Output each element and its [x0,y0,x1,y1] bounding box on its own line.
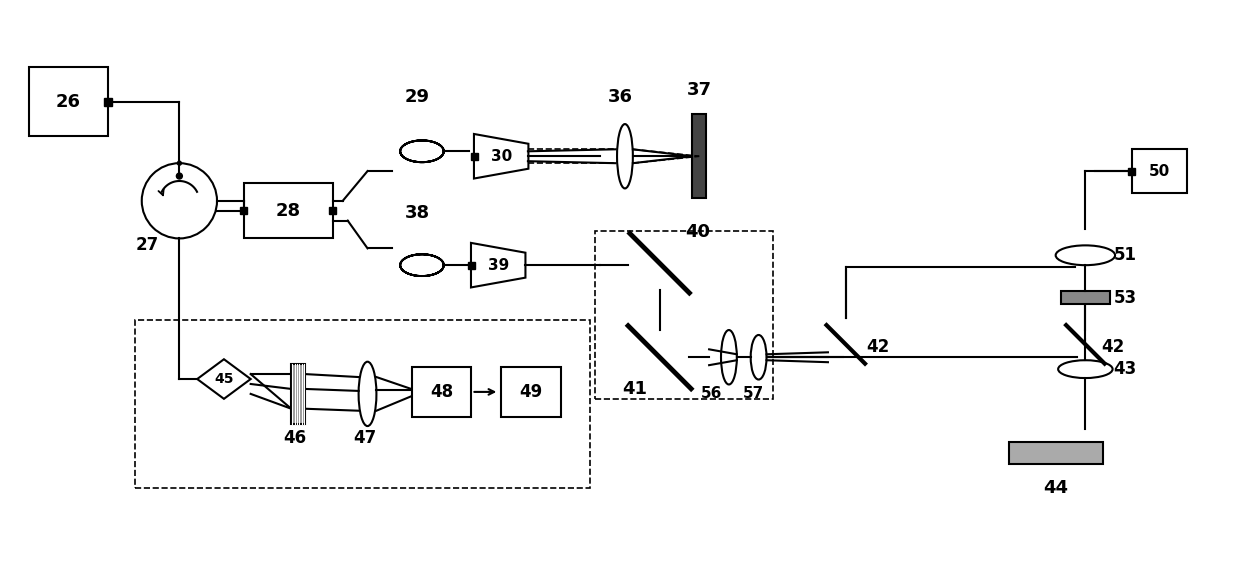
Text: 30: 30 [491,149,512,164]
Bar [1128,168,1136,175]
Text: 27: 27 [136,236,159,254]
Bar [501,367,560,417]
Bar [471,153,477,160]
Text: 57: 57 [743,386,764,402]
Text: 56: 56 [701,386,722,402]
Bar [1060,292,1110,305]
Circle shape [177,161,181,165]
Bar [692,114,706,199]
Bar [241,207,247,214]
Text: 50: 50 [1149,164,1171,179]
Text: 41: 41 [622,380,647,398]
Text: 44: 44 [1043,479,1068,497]
Bar [467,262,475,268]
Text: 38: 38 [404,204,429,222]
Bar [29,67,108,136]
Text: 53: 53 [1114,289,1137,307]
Text: 28: 28 [275,202,301,220]
Text: 48: 48 [430,383,454,401]
Bar [412,367,471,417]
Bar [1008,442,1102,464]
Text: 45: 45 [215,372,233,386]
Bar [595,231,774,399]
Polygon shape [197,359,250,399]
Bar [104,98,112,106]
Bar [244,183,332,238]
Bar [135,320,590,488]
Text: 46: 46 [284,429,306,447]
Text: 51: 51 [1114,246,1137,265]
Circle shape [176,173,182,179]
Text: 37: 37 [687,81,712,99]
Polygon shape [474,134,528,179]
Text: 47: 47 [353,429,376,447]
Text: 36: 36 [608,88,632,106]
Text: 42: 42 [866,338,889,356]
Text: 39: 39 [487,258,508,272]
Text: 29: 29 [404,88,429,106]
Bar [291,364,305,424]
Text: 40: 40 [684,223,709,241]
Bar [330,207,336,214]
Text: 26: 26 [56,93,81,111]
Bar [1132,149,1187,193]
Text: 43: 43 [1114,360,1137,378]
Text: 49: 49 [520,383,543,401]
Circle shape [141,163,217,239]
Polygon shape [471,243,526,288]
Text: 42: 42 [1101,338,1125,356]
